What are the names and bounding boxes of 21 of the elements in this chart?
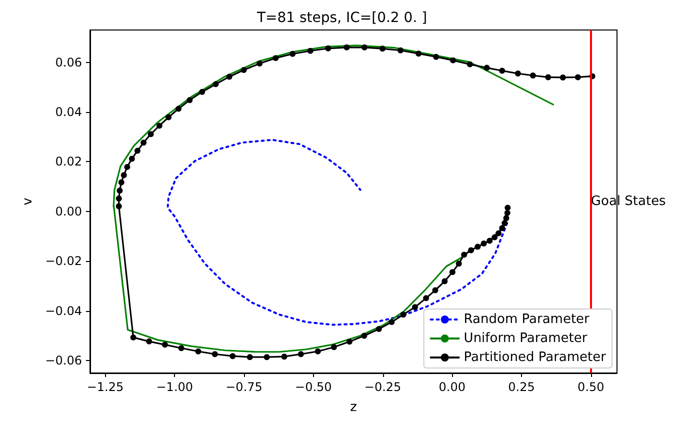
x-tick-label: 0.25 [508,380,535,394]
x-tick-label: −1.00 [156,380,194,394]
x-tick-label: −0.50 [295,380,332,394]
chart-title: T=81 steps, IC=[0.2 0. ] [256,10,428,26]
y-tick-label: −0.02 [45,254,82,268]
x-tick-label: 0.00 [438,380,466,394]
x-tick-label: −0.75 [226,380,262,394]
y-tick-label: 0.00 [55,204,82,218]
y-axis-title: v [20,197,36,206]
legend-label: Uniform Parameter [464,331,588,346]
y-tick-label: −0.04 [45,304,82,318]
legend-label: Random Parameter [464,312,590,327]
x-tick-label: 0.50 [578,380,604,394]
y-tick-label: 0.06 [55,55,82,70]
y-tick-label: −0.06 [45,354,82,368]
y-tick-label: 0.02 [55,154,82,169]
legend-label: Partitioned Parameter [464,350,607,365]
x-axis-title: z [350,400,358,415]
y-tick-label: 0.04 [55,105,82,120]
x-tick-label: −1.25 [86,380,124,394]
x-tick-label: −0.25 [364,380,402,394]
